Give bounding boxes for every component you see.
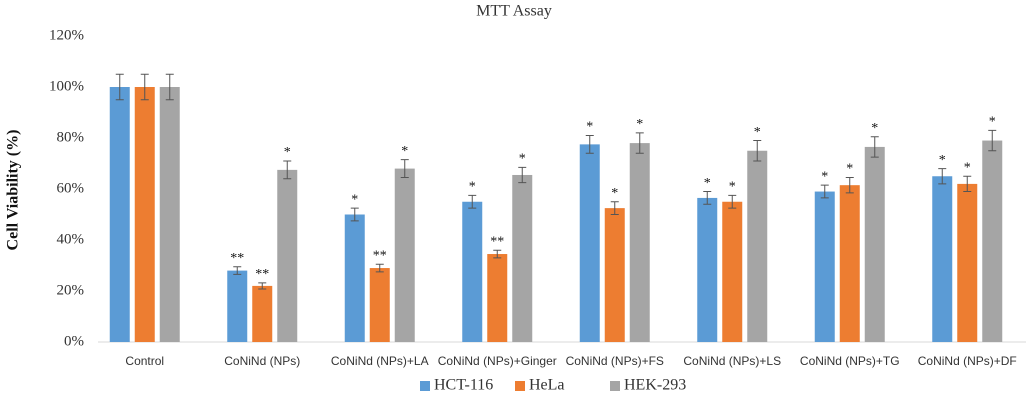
- x-tick-label: CoNiNd (NPs): [224, 354, 300, 368]
- significance-label: *: [939, 153, 946, 168]
- y-tick-label: 20%: [57, 282, 85, 298]
- legend-swatch: [420, 381, 430, 391]
- bar: [277, 169, 298, 342]
- y-axis-label: Cell Viability (%): [5, 130, 22, 251]
- x-tick-label: CoNiNd (NPs)+Ginger: [438, 354, 557, 368]
- bar: [159, 87, 180, 342]
- bar: [982, 140, 1003, 342]
- bar: [227, 270, 248, 342]
- error-bar: [870, 136, 879, 158]
- bar: [252, 285, 273, 342]
- error-bar: [258, 282, 267, 290]
- significance-label: *: [611, 186, 618, 201]
- bar: [462, 201, 483, 342]
- bar: [864, 146, 885, 342]
- bar: [344, 214, 365, 342]
- bar: [512, 174, 533, 342]
- x-tick-label: CoNiNd (NPs)+LS: [683, 354, 781, 368]
- bar: [814, 191, 835, 342]
- legend-label: HEK-293: [624, 377, 686, 394]
- significance-label: *: [821, 169, 828, 184]
- bar: [579, 144, 600, 342]
- y-tick-label: 40%: [57, 231, 85, 247]
- y-tick-label: 0%: [64, 333, 84, 349]
- error-bar: [820, 184, 829, 199]
- error-bar: [845, 177, 854, 194]
- bar: [957, 183, 978, 342]
- error-bar: [753, 140, 762, 162]
- bar: [932, 176, 953, 342]
- significance-label: *: [729, 180, 736, 195]
- error-bar: [375, 263, 384, 273]
- bar: [134, 87, 155, 342]
- error-bar: [233, 266, 242, 275]
- significance-label: *: [519, 152, 526, 167]
- error-bar: [400, 159, 409, 179]
- error-bar: [493, 249, 502, 259]
- bar: [629, 143, 650, 342]
- bar: [604, 208, 625, 342]
- x-tick-label: Control: [125, 354, 164, 368]
- x-tick-label: CoNiNd (NPs)+TG: [800, 354, 900, 368]
- bar: [394, 168, 415, 342]
- chart-title: MTT Assay: [476, 3, 552, 20]
- significance-label: **: [255, 267, 269, 282]
- error-bar: [963, 175, 972, 193]
- significance-label: *: [586, 120, 593, 135]
- error-bar: [988, 129, 997, 152]
- error-bar: [518, 166, 527, 184]
- x-tick-label: CoNiNd (NPs)+LA: [331, 354, 429, 368]
- bar: [722, 201, 743, 342]
- legend-swatch: [515, 381, 525, 391]
- error-bar: [703, 191, 712, 205]
- significance-label: *: [754, 125, 761, 140]
- error-bar: [635, 132, 644, 154]
- bar: [109, 87, 130, 342]
- error-bar: [283, 160, 292, 180]
- error-bar: [585, 134, 594, 154]
- significance-label: *: [871, 121, 878, 136]
- bar: [697, 197, 718, 342]
- significance-label: *: [846, 162, 853, 177]
- y-tick-label: 120%: [49, 27, 84, 43]
- significance-label: **: [490, 234, 504, 249]
- y-tick-label: 80%: [57, 129, 85, 145]
- y-tick-label: 100%: [49, 78, 84, 94]
- error-bar: [350, 207, 359, 222]
- significance-label: **: [373, 248, 387, 263]
- significance-label: *: [964, 160, 971, 175]
- significance-label: *: [401, 144, 408, 159]
- error-bar: [610, 201, 619, 215]
- bar: [839, 185, 860, 342]
- error-bar: [938, 168, 947, 185]
- bar: [747, 150, 768, 342]
- error-bar: [115, 73, 124, 101]
- significance-label: *: [989, 115, 996, 130]
- significance-label: **: [230, 251, 244, 266]
- legend-label: HCT-116: [434, 377, 493, 394]
- significance-label: *: [351, 192, 358, 207]
- error-bar: [468, 194, 477, 209]
- error-bar: [140, 73, 149, 101]
- error-bar: [728, 194, 737, 209]
- error-bar: [165, 73, 174, 101]
- y-tick-label: 60%: [57, 180, 85, 196]
- significance-label: *: [636, 117, 643, 132]
- significance-label: *: [284, 145, 291, 160]
- x-tick-label: CoNiNd (NPs)+DF: [918, 354, 1017, 368]
- significance-label: *: [704, 176, 711, 191]
- x-tick-label: CoNiNd (NPs)+FS: [566, 354, 664, 368]
- legend-swatch: [610, 381, 620, 391]
- bar: [487, 254, 508, 342]
- bar: [369, 268, 390, 342]
- significance-label: *: [469, 180, 476, 195]
- legend-label: HeLa: [529, 377, 565, 394]
